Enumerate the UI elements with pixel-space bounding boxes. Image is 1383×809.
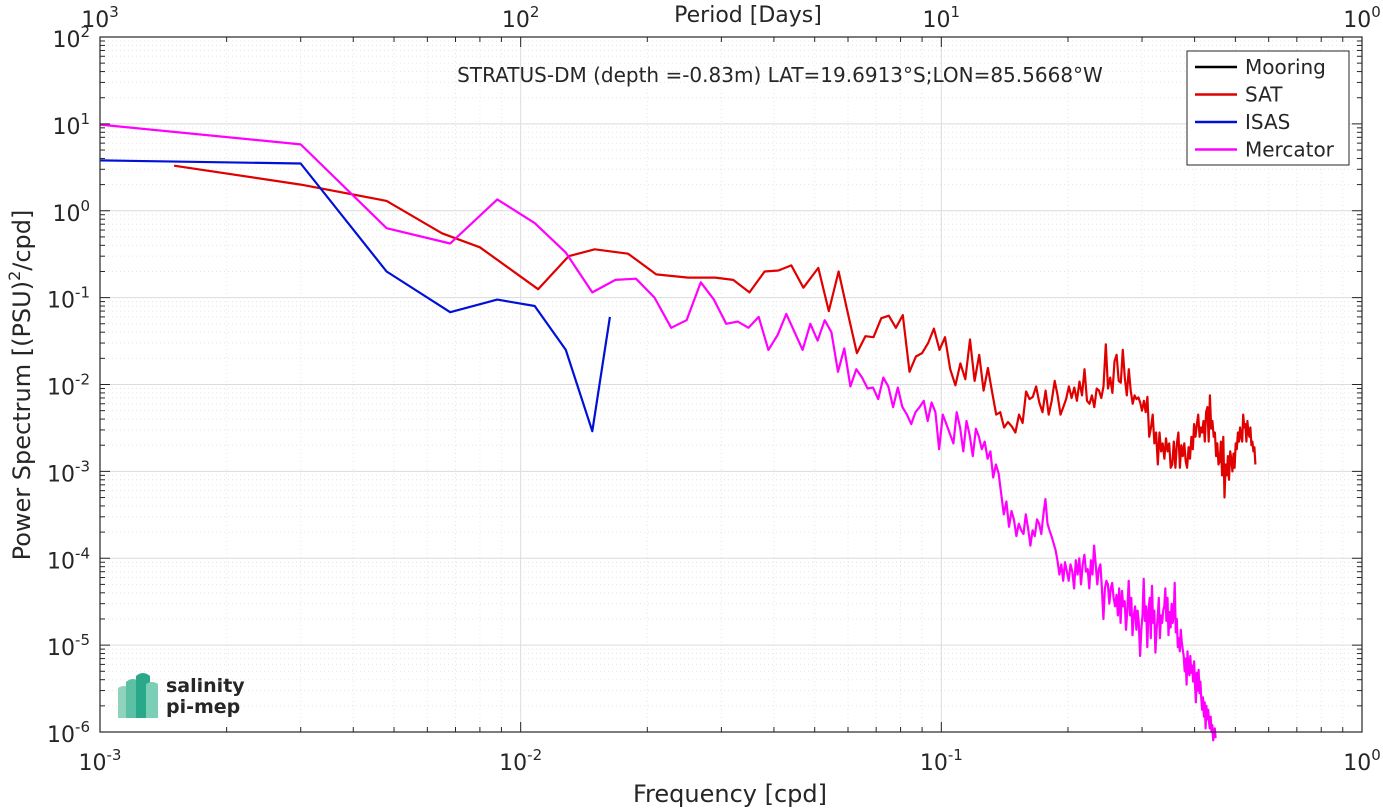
x-tick-label: 100 [1343,746,1381,776]
y-tick-label: 10-3 [47,457,90,487]
top-x-tick-label: 103 [81,3,119,33]
logo-line2: pi-mep [166,696,240,718]
y-axis-label: Power Spectrum [(PSU)2/cpd] [5,210,36,561]
salinity-pimep-logo: salinity pi-mep [118,673,245,718]
legend-label-isas: ISAS [1245,110,1290,134]
y-axis-label-superscript: 2 [5,271,24,281]
y-tick-label: 10-4 [47,544,90,574]
axes-layer [99,36,1363,733]
top-x-tick-label: 102 [502,3,540,33]
y-tick-label: 101 [52,110,90,140]
series-line-mercator [99,123,1217,742]
top-x-tick-label: 100 [1343,3,1381,33]
y-tick-label: 100 [52,197,90,227]
y-axis-label-main: Power Spectrum [(PSU) [8,281,36,560]
series-layer [99,123,1257,742]
x-tick-label: 10-2 [499,746,542,776]
legend-label-sat: SAT [1245,83,1283,107]
legend-label-mercator: Mercator [1245,138,1335,162]
chart-title: STRATUS-DM (depth =-0.83m) LAT=19.6913°S… [457,63,1103,87]
y-tick-label: 102 [52,23,90,53]
x-axis-label: Frequency [cpd] [633,780,827,808]
top-x-axis-label: Period [Days] [674,3,822,28]
logo-line1: salinity [166,675,245,697]
logo-mark-icon [118,673,158,718]
y-tick-label: 10-6 [47,718,90,748]
x-tick-label: 10-1 [920,746,963,776]
y-tick-label: 10-5 [47,631,90,661]
series-line-sat [173,164,1257,499]
series-line-isas [99,159,611,433]
y-tick-label: 10-2 [47,371,90,401]
y-tick-label: 10-1 [47,284,90,314]
y-axis-label-tail: /cpd] [8,210,36,271]
legend-label-mooring: Mooring [1245,55,1326,79]
legend: Mooring SAT ISAS Mercator [1186,50,1350,166]
x-tick-label: 10-3 [79,746,122,776]
top-x-tick-label: 101 [923,3,961,33]
legend-box [1186,50,1350,166]
